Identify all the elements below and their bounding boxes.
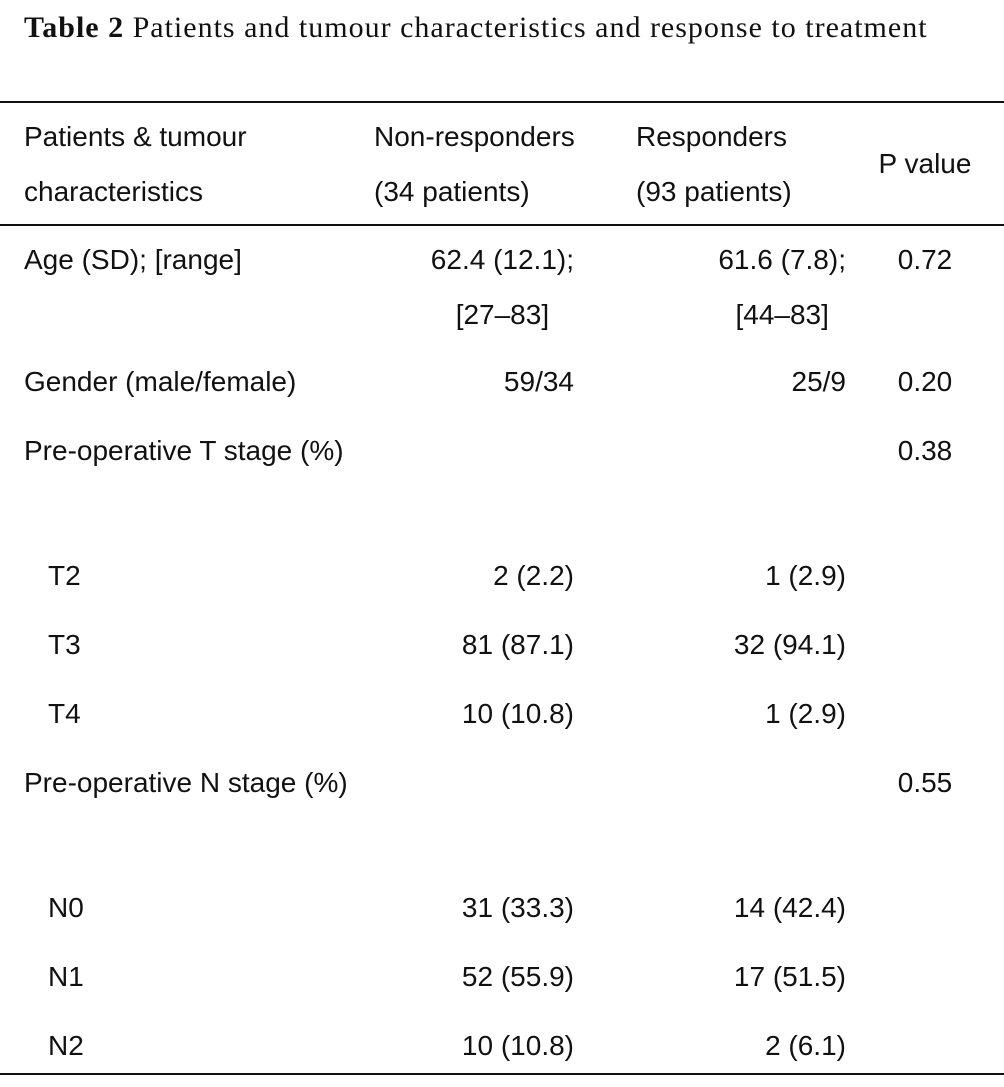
cell-value-group: 62.4 (12.1); [27–83] — [431, 232, 574, 342]
row-label: Pre-operative N stage (%) — [24, 767, 348, 798]
cell-non-responders: 10 (10.8) — [461, 1030, 574, 1061]
cell-p-value: 0.20 — [897, 366, 953, 397]
cell-value: 61.6 (7.8); — [718, 244, 846, 275]
table-row-n1: N1 52 (55.9) 17 (51.5) — [0, 949, 1004, 1018]
header-characteristics: Patients & tumour characteristics — [24, 121, 247, 207]
header-non-responders-title: Non-responders — [374, 121, 575, 152]
table-label: Table 2 — [24, 11, 125, 44]
cell-responders — [636, 423, 846, 548]
cell-value-group: 61.6 (7.8); [44–83] — [718, 232, 846, 342]
row-label: Age (SD); [range] — [24, 244, 242, 275]
table-row-gender: Gender (male/female) 59/34 25/9 0.20 — [0, 354, 1004, 423]
cell-p-value — [846, 880, 1004, 949]
cell-responders: 25/9 — [791, 366, 847, 397]
cell-responders: 1 (2.9) — [765, 560, 846, 591]
cell-responders: 1 (2.9) — [765, 698, 846, 729]
cell-non-responders: 81 (87.1) — [461, 629, 574, 660]
table-row-t2: T2 2 (2.2) 1 (2.9) — [0, 548, 1004, 617]
row-label: N2 — [48, 1030, 84, 1061]
table-row-age: Age (SD); [range] 62.4 (12.1); [27–83] 6… — [0, 224, 1004, 354]
characteristics-table: Patients & tumour characteristics Non-re… — [0, 103, 1004, 1087]
table-row-t4: T4 10 (10.8) 1 (2.9) — [0, 686, 1004, 755]
row-label: T2 — [48, 560, 81, 591]
cell-non-responders: 31 (33.3) — [461, 892, 574, 923]
header-p-value: P value — [878, 148, 972, 179]
cell-non-responders: 2 (2.2) — [493, 560, 574, 591]
cell-p-value — [846, 949, 1004, 1018]
cell-p-value — [846, 686, 1004, 755]
table-row-t-stage: Pre-operative T stage (%) 0.38 — [0, 423, 1004, 548]
cell-p-value — [846, 617, 1004, 686]
table-row-n2: N2 10 (10.8) 2 (6.1) — [0, 1018, 1004, 1087]
cell-non-responders — [374, 423, 636, 548]
cell-responders — [636, 755, 846, 880]
cell-responders: 32 (94.1) — [733, 629, 846, 660]
cell-responders: 61.6 (7.8); [44–83] — [636, 224, 846, 354]
cell-non-responders: 52 (55.9) — [461, 961, 574, 992]
row-label: N0 — [48, 892, 84, 923]
header-responders-title: Responders — [636, 121, 787, 152]
table-row-t3: T3 81 (87.1) 32 (94.1) — [0, 617, 1004, 686]
header-rule — [0, 224, 1004, 226]
row-label: N1 — [48, 961, 84, 992]
cell-p-value — [846, 548, 1004, 617]
cell-p-value: 0.38 — [897, 435, 953, 466]
header-row: Patients & tumour characteristics Non-re… — [0, 103, 1004, 224]
table-row-n0: N0 31 (33.3) 14 (42.4) — [0, 880, 1004, 949]
top-rule — [0, 101, 1004, 103]
cell-range: [44–83] — [735, 299, 829, 330]
header-non-responders: Non-responders (34 patients) — [374, 103, 636, 224]
cell-non-responders: 59/34 — [503, 366, 574, 397]
bottom-rule — [0, 1073, 1004, 1075]
table-caption-text: Patients and tumour characteristics and … — [124, 11, 928, 44]
row-label: T3 — [48, 629, 81, 660]
header-non-responders-count: (34 patients) — [374, 176, 530, 207]
header-responders-count: (93 patients) — [636, 176, 792, 207]
table-row-n-stage: Pre-operative N stage (%) 0.55 — [0, 755, 1004, 880]
cell-non-responders: 10 (10.8) — [461, 698, 574, 729]
cell-p-value: 0.55 — [897, 767, 953, 798]
table-caption: Table 2 Patients and tumour characterist… — [24, 0, 984, 55]
cell-range: [27–83] — [455, 299, 550, 330]
cell-responders: 14 (42.4) — [733, 892, 846, 923]
cell-non-responders: 62.4 (12.1); [27–83] — [374, 224, 636, 354]
row-label: Pre-operative T stage (%) — [24, 435, 344, 466]
cell-value: 62.4 (12.1); — [430, 244, 574, 275]
row-label: T4 — [48, 698, 81, 729]
row-label: Gender (male/female) — [24, 366, 297, 397]
cell-p-value: 0.72 — [897, 244, 953, 275]
cell-responders: 17 (51.5) — [733, 961, 846, 992]
cell-non-responders — [374, 755, 636, 880]
cell-responders: 2 (6.1) — [765, 1030, 846, 1061]
header-responders: Responders (93 patients) — [636, 103, 846, 224]
